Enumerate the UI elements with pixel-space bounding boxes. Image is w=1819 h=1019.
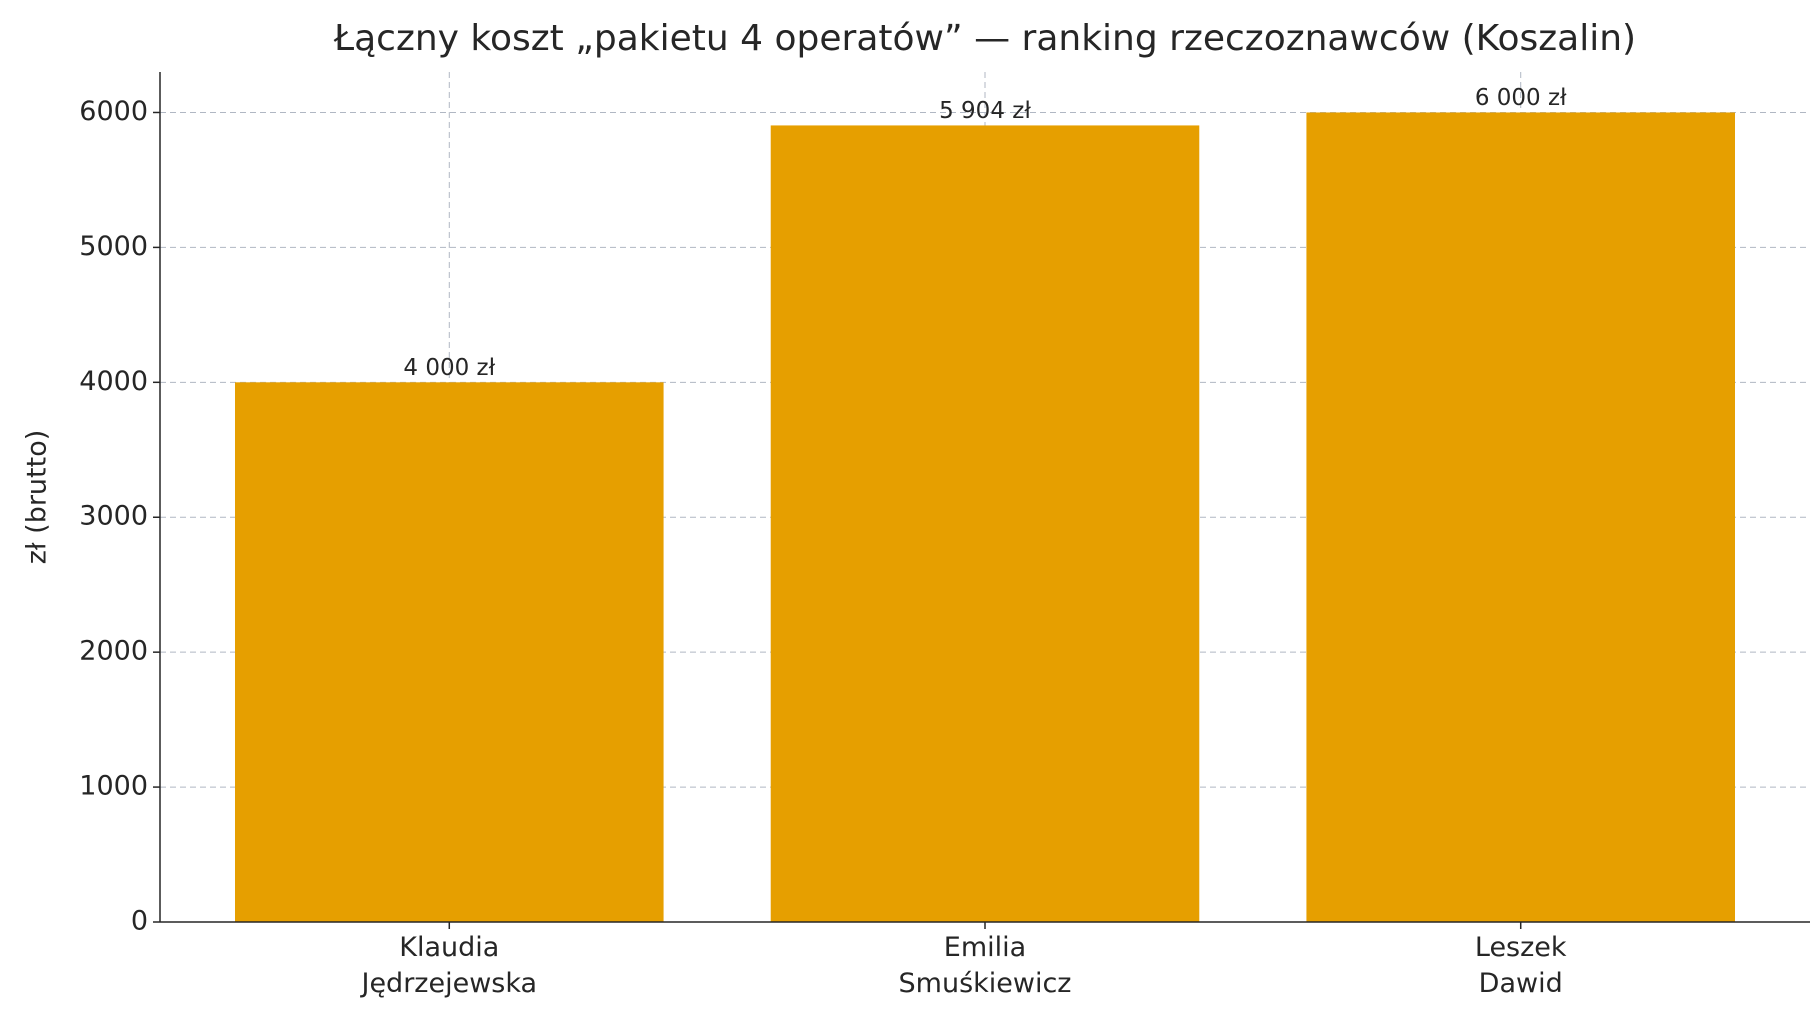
- x-tick-label: Leszek Dawid: [1475, 932, 1567, 999]
- y-tick-label: 2000: [79, 636, 148, 667]
- y-tick-label: 0: [131, 906, 148, 937]
- chart-title: Łączny koszt „pakietu 4 operatów” — rank…: [333, 18, 1636, 59]
- x-tick-label: Emilia Smuśkiewicz: [899, 932, 1072, 999]
- bar: [770, 125, 1200, 922]
- y-tick-label: 5000: [79, 231, 148, 262]
- y-tick-label: 3000: [79, 501, 148, 532]
- y-tick-label: 4000: [79, 366, 148, 397]
- y-tick-label: 1000: [79, 771, 148, 802]
- bar: [235, 382, 664, 922]
- value-label: 4 000 zł: [403, 355, 495, 381]
- y-axis-label: zł (brutto): [22, 430, 53, 565]
- bar: [1306, 112, 1735, 922]
- value-label: 5 904 zł: [939, 98, 1031, 124]
- y-tick-label: 6000: [79, 96, 148, 127]
- bars: [235, 112, 1735, 922]
- value-label: 6 000 zł: [1475, 85, 1567, 111]
- x-tick-label: Klaudia Jędrzejewska: [359, 932, 537, 999]
